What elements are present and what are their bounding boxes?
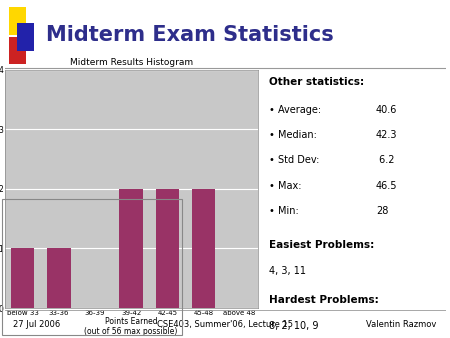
Bar [9, 37, 26, 64]
Text: 4, 3, 11: 4, 3, 11 [270, 266, 306, 276]
Text: CSE403, Summer'06, Lecture 15: CSE403, Summer'06, Lecture 15 [157, 320, 293, 329]
Text: Easiest Problems:: Easiest Problems: [270, 240, 375, 250]
Text: • Min:: • Min: [270, 206, 299, 216]
Text: 8, 2, 10, 9: 8, 2, 10, 9 [270, 321, 319, 331]
Text: • Average:: • Average: [270, 105, 322, 115]
Bar [119, 189, 143, 308]
Bar [11, 248, 34, 308]
Text: • Std Dev:: • Std Dev: [270, 155, 320, 166]
Text: Valentin Razmov: Valentin Razmov [366, 320, 436, 329]
Text: 6.2: 6.2 [376, 155, 394, 166]
Title: Midterm Results Histogram: Midterm Results Histogram [70, 58, 193, 68]
Bar [192, 189, 215, 308]
Text: Midterm Exam Statistics: Midterm Exam Statistics [46, 25, 334, 45]
Text: 42.3: 42.3 [376, 130, 397, 141]
Text: Hardest Problems:: Hardest Problems: [270, 295, 379, 305]
Bar [156, 189, 179, 308]
Text: 46.5: 46.5 [376, 180, 397, 191]
Text: • Median:: • Median: [270, 130, 317, 141]
Bar [9, 7, 26, 35]
Bar [17, 23, 34, 51]
X-axis label: Points Earned
(out of 56 max possible): Points Earned (out of 56 max possible) [85, 317, 178, 336]
Text: 27 Jul 2006: 27 Jul 2006 [14, 320, 61, 329]
Bar [47, 248, 71, 308]
Text: Other statistics:: Other statistics: [270, 77, 365, 87]
Text: 28: 28 [376, 206, 388, 216]
Text: • Max:: • Max: [270, 180, 302, 191]
Text: 40.6: 40.6 [376, 105, 397, 115]
